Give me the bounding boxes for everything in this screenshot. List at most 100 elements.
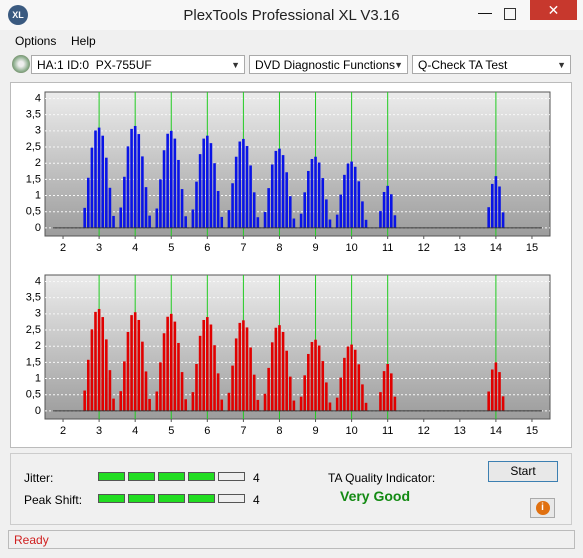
bar <box>242 320 245 411</box>
y-tick-label: 1 <box>35 372 41 384</box>
x-tick-label: 10 <box>345 425 357 437</box>
x-tick-label: 11 <box>382 425 393 437</box>
bar <box>123 176 126 228</box>
bar <box>108 187 112 228</box>
bar <box>94 311 97 411</box>
drive-select[interactable]: HA:1 ID:0 PX-755UF ▼ <box>31 55 245 74</box>
bar <box>382 191 386 228</box>
bar <box>137 319 141 411</box>
x-tick-label: 11 <box>382 242 393 254</box>
bar <box>490 369 494 411</box>
bar <box>101 317 105 411</box>
bar <box>234 338 238 411</box>
x-tick-label: 14 <box>490 425 502 437</box>
bar <box>278 148 281 228</box>
maximize-button[interactable] <box>504 8 516 20</box>
x-tick-label: 2 <box>60 242 66 254</box>
bar <box>339 194 343 228</box>
bar <box>209 324 213 411</box>
bar <box>133 125 137 228</box>
jitter-meter <box>98 472 248 481</box>
minimize-button[interactable]: — <box>478 4 492 20</box>
bar <box>191 209 195 228</box>
x-tick-label: 9 <box>312 425 318 437</box>
bar <box>126 331 130 411</box>
bar <box>263 212 267 228</box>
x-tick-label: 2 <box>60 425 66 437</box>
bar <box>292 218 296 228</box>
bar <box>155 391 159 411</box>
bar <box>83 390 86 411</box>
info-button[interactable]: i <box>530 498 555 518</box>
bar <box>227 392 231 411</box>
test-select[interactable]: Q-Check TA Test ▼ <box>412 55 571 74</box>
bar <box>213 163 216 228</box>
bar <box>490 183 494 228</box>
meter-segment <box>128 494 155 503</box>
menu-item[interactable]: Options <box>15 34 57 48</box>
bar <box>90 329 94 411</box>
meter-segment <box>188 472 215 481</box>
bar <box>317 162 321 228</box>
x-tick-label: 10 <box>345 242 357 254</box>
bar <box>137 134 141 228</box>
y-tick-label: 2,5 <box>26 324 41 336</box>
bar <box>180 372 184 411</box>
bar <box>501 396 505 411</box>
bar <box>274 327 278 411</box>
bar <box>256 217 260 228</box>
bar <box>498 372 501 411</box>
menu-item[interactable]: Help <box>71 34 96 48</box>
bar <box>231 183 234 228</box>
bar <box>173 321 177 411</box>
bar <box>227 210 231 228</box>
bar <box>321 361 325 411</box>
bar <box>343 174 346 228</box>
window-title: PlexTools Professional XL V3.16 <box>183 7 400 24</box>
bar <box>206 135 209 228</box>
y-tick-label: 0 <box>35 222 41 234</box>
bar <box>307 170 310 228</box>
bar <box>119 391 123 411</box>
close-button[interactable]: ✕ <box>530 0 577 20</box>
bar <box>314 156 317 228</box>
y-tick-label: 4 <box>35 92 41 104</box>
bar <box>389 194 393 228</box>
bar <box>216 373 220 411</box>
bar <box>498 186 501 228</box>
x-tick-label: 14 <box>490 242 502 254</box>
bar <box>307 353 310 411</box>
bar <box>97 127 101 228</box>
bar <box>252 374 256 411</box>
bar <box>274 150 278 228</box>
select-text: HA:1 ID:0 PX-755UF <box>37 58 152 72</box>
quality-rating: Very Good <box>340 488 411 504</box>
bar <box>267 367 270 411</box>
bar <box>292 400 296 411</box>
drive-icon <box>12 55 30 73</box>
bar <box>263 393 267 411</box>
x-tick-label: 13 <box>454 425 466 437</box>
bar <box>325 382 328 411</box>
x-tick-label: 12 <box>418 425 430 437</box>
meter-segment <box>158 472 185 481</box>
bar <box>86 177 90 228</box>
start-button[interactable]: Start <box>488 461 558 482</box>
x-tick-label: 15 <box>526 425 538 437</box>
x-tick-label: 13 <box>454 242 466 254</box>
y-tick-label: 3 <box>35 308 41 320</box>
bar <box>299 396 303 411</box>
meter-segment <box>218 472 245 481</box>
bar <box>169 130 173 228</box>
bar <box>346 346 350 411</box>
y-tick-label: 2 <box>35 340 41 352</box>
bar <box>162 150 166 228</box>
bar <box>144 371 148 411</box>
bar <box>173 138 177 228</box>
y-tick-label: 1,5 <box>26 356 41 368</box>
bar <box>206 317 209 411</box>
y-tick-label: 2 <box>35 157 41 169</box>
bar <box>346 163 350 228</box>
function-select[interactable]: DVD Diagnostic Functions ▼ <box>249 55 408 74</box>
